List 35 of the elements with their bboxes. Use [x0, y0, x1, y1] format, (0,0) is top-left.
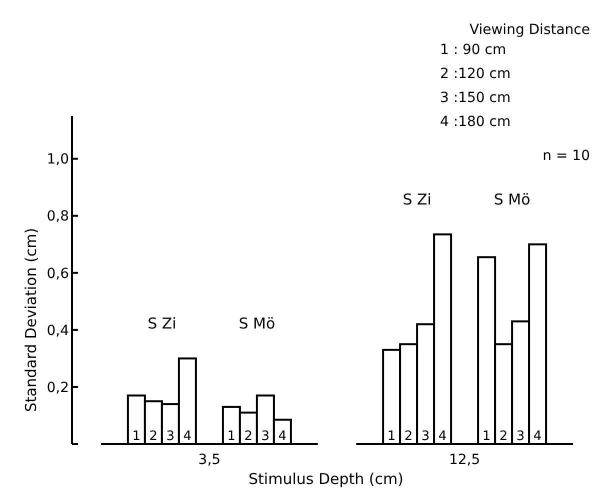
text: 1 : 90 cm	[440, 42, 506, 58]
text: 4	[438, 429, 447, 444]
series-label: 2	[149, 429, 158, 444]
text: 3 :150 cm	[440, 90, 511, 106]
text: 3	[516, 429, 525, 444]
legend-title: Viewing Distance	[469, 22, 590, 38]
annotation: S Mö	[494, 190, 530, 208]
x-axis-title: Stimulus Depth (cm)	[248, 470, 404, 488]
y-tick-label: 0,2	[46, 380, 69, 396]
text: 2 :120 cm	[440, 66, 511, 82]
y-tick-label: 1,0	[46, 152, 69, 168]
annotation: S Mö	[238, 314, 276, 332]
text: 3	[421, 429, 430, 444]
text: 2	[499, 429, 508, 444]
series-label: 4	[183, 429, 192, 444]
series-label: 2	[244, 429, 253, 444]
annotation: 4 :180 cm	[440, 114, 511, 130]
x-tick-label: 12,5	[448, 452, 480, 468]
series-label: 3	[166, 429, 175, 444]
y-axis-title: Standard Deviation (cm)	[22, 228, 40, 412]
annotation: n = 10	[542, 148, 590, 164]
annotation: S Zi	[402, 190, 432, 208]
y-tick-label: 0,4	[46, 322, 70, 339]
y-tick-label: 0,6	[46, 266, 70, 282]
text: 1	[482, 429, 491, 444]
text: 1	[387, 429, 396, 444]
y-tick-label: 0,8	[46, 208, 69, 225]
series-label: 1	[227, 429, 236, 444]
text: 2	[404, 429, 413, 444]
series-label: 4	[278, 429, 287, 444]
x-tick-label: 3,5	[198, 452, 221, 468]
series-label: 1	[132, 429, 141, 444]
series-label: 3	[261, 429, 270, 444]
annotation: S Zi	[148, 314, 176, 332]
text: 4	[533, 429, 542, 444]
